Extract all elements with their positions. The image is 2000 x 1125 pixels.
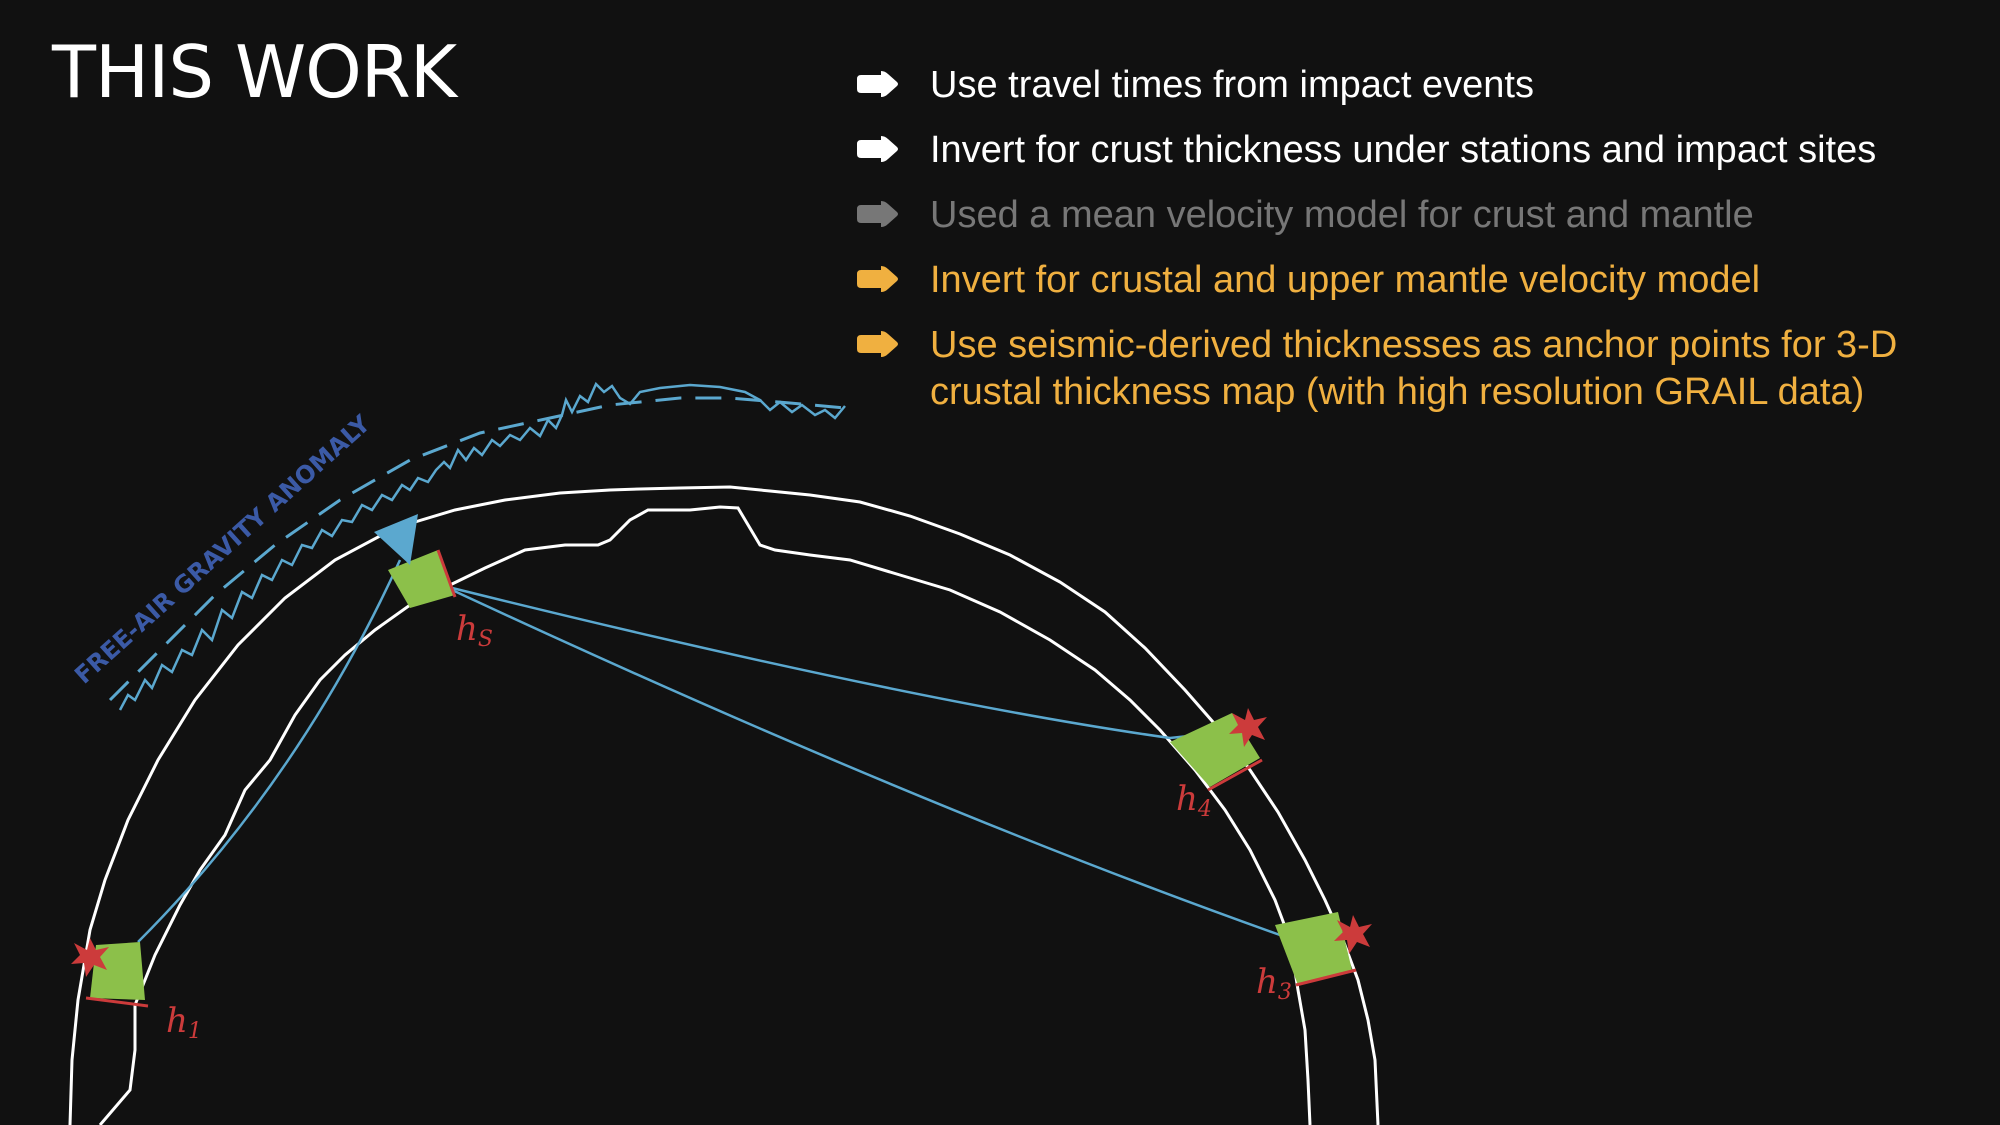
bullet-text-2: Invert for crust thickness under station… xyxy=(930,129,1877,171)
ray-paths xyxy=(137,559,1350,943)
gravity-anomaly-curve xyxy=(118,381,846,711)
bullet-text-1: Use travel times from impact events xyxy=(930,64,1534,106)
crust-patch-station xyxy=(388,550,455,608)
bullet-item-5: Use seismic-derived thicknesses as ancho… xyxy=(855,322,1995,416)
label-hs: hS xyxy=(456,609,493,652)
bullet-text-5: Use seismic-derived thicknesses as ancho… xyxy=(930,324,1898,413)
bullet-text-4: Invert for crustal and upper mantle velo… xyxy=(930,259,1761,301)
ray-path-h3 xyxy=(419,573,1350,937)
impact-stars xyxy=(71,708,1372,977)
crust-patch-h1 xyxy=(90,942,145,1000)
bullet-item-2: Invert for crust thickness under station… xyxy=(855,127,1995,173)
bullet-item-4: Invert for crustal and upper mantle velo… xyxy=(855,257,1995,303)
bullet-list: Use travel times from impact events Inve… xyxy=(855,62,1995,435)
gravity-anomaly-label: FREE-AIR GRAVITY ANOMALY xyxy=(69,409,376,689)
bullet-text-3: Used a mean velocity model for crust and… xyxy=(930,194,1754,236)
arrow-right-icon xyxy=(857,71,898,97)
impact-star-icon xyxy=(1229,708,1267,747)
gravity-anomaly-trend xyxy=(108,396,846,702)
label-h1: h1 xyxy=(166,1001,202,1044)
label-h4: h4 xyxy=(1176,779,1212,822)
thickness-bar-h3 xyxy=(1295,968,1357,987)
arrow-right-icon xyxy=(857,266,898,292)
arrow-right-icon xyxy=(857,136,898,162)
thickness-bars xyxy=(85,549,1357,1008)
thickness-bar-h4 xyxy=(1207,758,1263,792)
bullet-item-3: Used a mean velocity model for crust and… xyxy=(855,192,1995,238)
ray-path-h4 xyxy=(419,578,1246,740)
bullet-item-1: Use travel times from impact events xyxy=(855,62,1995,108)
arrow-right-icon xyxy=(857,201,898,227)
arrow-right-icon xyxy=(857,331,898,357)
moon-surface-outline xyxy=(68,485,1380,1125)
impact-star-icon xyxy=(1334,915,1372,954)
page-title: THIS WORK xyxy=(52,30,457,114)
impact-star-icon xyxy=(71,938,109,977)
thickness-bar-h1 xyxy=(85,996,149,1008)
thickness-bar-hs xyxy=(436,549,457,598)
crust-patch-h3 xyxy=(1275,912,1352,985)
label-h3: h3 xyxy=(1256,962,1292,1005)
ray-path-h1 xyxy=(137,559,402,943)
station-triangle-icon xyxy=(374,514,418,565)
